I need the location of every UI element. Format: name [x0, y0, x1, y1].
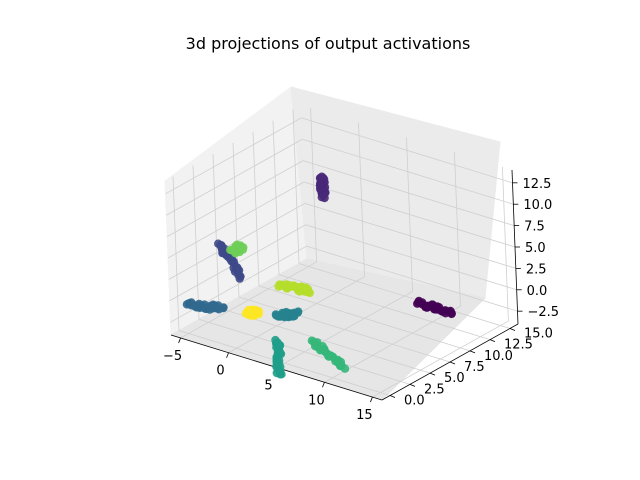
scatter-point	[294, 307, 303, 316]
pane-back	[164, 86, 501, 401]
x-tick-mark	[370, 396, 373, 403]
grid-line-y	[178, 330, 391, 396]
y-tick-label: 2.5	[424, 382, 445, 397]
grid-line-y	[298, 263, 511, 329]
scatter-point	[447, 309, 456, 318]
y-tick-mark	[509, 328, 516, 331]
z-tick-label: 7.5	[524, 220, 545, 235]
x-tick-label: 10	[308, 393, 325, 408]
y-tick-mark	[449, 361, 456, 365]
y-tick-label: 0.0	[404, 394, 425, 409]
y-tick-label: 10.0	[484, 349, 513, 364]
x-tick-label: 0	[216, 364, 224, 379]
scatter-points	[182, 172, 456, 379]
scatter-point	[271, 335, 280, 345]
y-tick-mark	[429, 372, 436, 376]
z-tick-label: 10.0	[523, 198, 552, 213]
grid-line-z	[303, 181, 516, 248]
x-tick-mark	[322, 382, 325, 388]
grid-line-z	[166, 160, 304, 237]
grid-line-z	[301, 117, 513, 184]
scatter-point	[235, 274, 244, 283]
z-tick-label: 12.5	[523, 177, 552, 192]
grid-line-y	[278, 274, 491, 341]
grid-line-z	[302, 138, 514, 205]
scatter-point	[239, 243, 248, 252]
x-tick-label: −5	[163, 349, 182, 364]
scatter-point	[307, 336, 317, 345]
y-tick-mark	[489, 339, 496, 343]
grid-line-z	[167, 181, 305, 259]
chart-title: 3d projections of output activations	[186, 34, 471, 53]
scatter-point	[317, 172, 326, 181]
grid-line-z	[306, 245, 518, 312]
y-tick-label: 15.0	[524, 326, 553, 341]
grid-line-y	[238, 296, 451, 363]
scatter-point	[303, 284, 313, 294]
y-tick-label: 7.5	[464, 360, 485, 375]
z-tick-label: −2.5	[528, 305, 560, 320]
grid-line-z	[303, 160, 515, 226]
x-tick-label: 5	[264, 379, 272, 394]
y-tick-mark	[389, 395, 396, 398]
y-tick-label: 12.5	[504, 338, 533, 353]
scatter-point	[254, 309, 263, 319]
y-tick-mark	[409, 383, 416, 387]
scatter-point	[219, 303, 228, 312]
y-tick-label: 5.0	[444, 371, 465, 386]
grid-line-z	[305, 224, 517, 291]
z-tick-label: 0.0	[527, 284, 548, 299]
grid-line-z	[304, 203, 516, 269]
grid-line-y	[198, 318, 411, 385]
grid-line-z	[166, 138, 303, 216]
x-tick-mark	[226, 352, 229, 358]
z-tick-label: 5.0	[525, 241, 546, 256]
grid-line-z	[165, 117, 302, 195]
x-tick-label: 15	[356, 408, 373, 423]
z-tick-label: 2.5	[526, 262, 547, 277]
x-tick-mark	[178, 337, 181, 344]
y-tick-mark	[469, 350, 476, 354]
tick-labels: −50510150.02.55.07.510.012.515.0−2.50.02…	[163, 177, 559, 423]
grid-line-y	[258, 285, 471, 352]
